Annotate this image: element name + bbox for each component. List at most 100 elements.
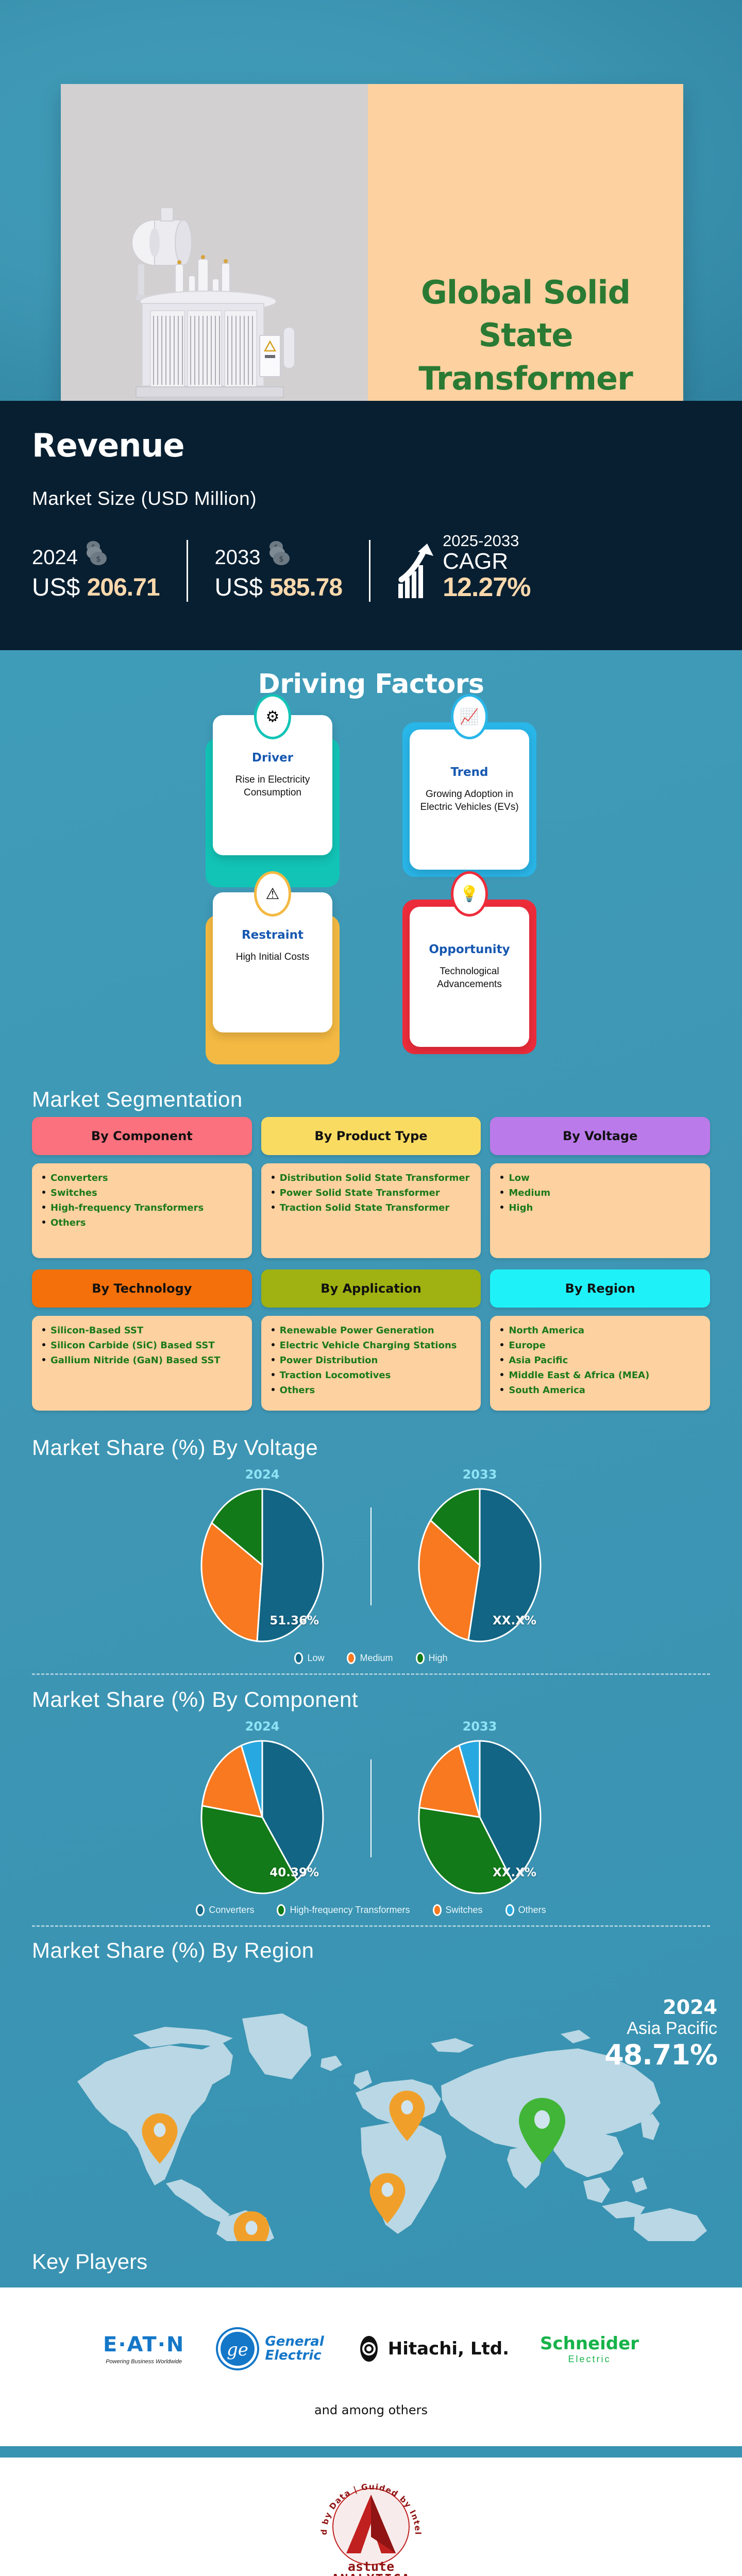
cagr-block: 2025-2033 CAGR 12.27% <box>397 532 531 602</box>
pie-chart <box>200 1488 324 1642</box>
forecast-value: US$ 585.78 <box>215 573 343 602</box>
segment-header-by-product-type[interactable]: By Product Type <box>261 1117 481 1155</box>
legend-swatch <box>505 1904 514 1916</box>
general-electric-logo: ge General Electric <box>215 2327 324 2371</box>
base-year-label: 2024 <box>32 546 78 569</box>
list-item: Others <box>271 1384 475 1397</box>
factor-card-opportunity[interactable]: 💡 Opportunity Technological Advancements <box>402 874 536 1054</box>
revenue-stats-row: 2024 $ $ US$ 206.71 <box>32 532 710 602</box>
pie-slice <box>418 1806 514 1894</box>
key-players-logos: E·AT·N Powering Business Worldwide ge Ge… <box>0 2310 742 2387</box>
legend-item: Switches <box>432 1904 483 1916</box>
revenue-heading: Revenue <box>32 427 185 464</box>
chart-component-section: Market Share (%) By Component 2024 40.39… <box>0 1678 742 1930</box>
africa-mea-pin <box>369 2173 406 2224</box>
pie-slice <box>418 1519 481 1641</box>
list-item: Gallium Nitride (GaN) Based SST <box>42 1354 246 1367</box>
segment-header-by-application[interactable]: By Application <box>261 1269 481 1308</box>
factor-title: Restraint <box>241 928 304 942</box>
segment-list-by-component: Converters Switches High-frequency Transfo… <box>32 1163 252 1258</box>
legend-swatch <box>415 1652 425 1664</box>
segment-list-by-voltage: Low Medium High <box>490 1163 710 1258</box>
map-pin-hole <box>154 2123 166 2137</box>
factor-desc: High Initial Costs <box>235 952 310 962</box>
cagr-label: CAGR <box>443 549 509 574</box>
main-body: Driving Factors ⚙ Driver Rise in Electri… <box>0 650 742 2287</box>
asia-pacific-pin <box>519 2098 565 2164</box>
pie-slice <box>210 1488 263 1567</box>
factor-card-trend[interactable]: 📈 Trend Growing Adoption in Electric Veh… <box>402 697 536 877</box>
segment-list-by-application: Renewable Power Generation Electric Vehic… <box>261 1316 481 1411</box>
legend-label: Low <box>307 1653 325 1663</box>
key-players-heading: Key Players <box>32 2249 148 2274</box>
region-heading: Market Share (%) By Region <box>32 1938 314 1962</box>
legend-label: High <box>428 1653 448 1663</box>
ge-monogram-icon: ge <box>216 2327 260 2370</box>
legend-swatch <box>196 1904 205 1916</box>
list-item: Silicon-Based SST <box>42 1324 246 1337</box>
driving-factors-grid: ⚙ Driver Rise in Electricity Consumption… <box>0 697 742 1087</box>
segment-header-by-voltage[interactable]: By Voltage <box>490 1117 710 1155</box>
gear-chart-icon: ⚙ <box>257 697 289 737</box>
list-item: Asia Pacific <box>500 1354 704 1367</box>
factor-card-restraint[interactable]: ⚠ Restraint High Initial Costs <box>206 874 340 1064</box>
segment-list-by-product-type: Distribution Solid State Transformer Powe… <box>261 1163 481 1258</box>
eaton-logo: E·AT·N Powering Business Worldwide <box>103 2333 184 2365</box>
segment-list-by-region: North America Europe Asia Pacific Middle Ea… <box>490 1316 710 1411</box>
lightbulb-hand-icon: 💡 <box>453 874 485 914</box>
chart-component-panels: 2024 40.39% 2033 XX.X% <box>0 1719 742 1897</box>
svg-text:astute: astute <box>348 2559 394 2574</box>
forecast-year-label: 2033 <box>214 546 261 569</box>
pie-highlight-label: XX.X% <box>493 1614 536 1628</box>
map-pin-hole <box>381 2182 394 2197</box>
segment-list-by-technology: Silicon-Based SST Silicon Carbide (SiC) B… <box>32 1316 252 1411</box>
factor-title: Driver <box>251 751 294 765</box>
map-pin-hole <box>401 2100 413 2114</box>
forecast-value-prefix: US$ <box>214 573 263 601</box>
region-section: Market Share (%) By Region 2024 Asia Pac… <box>0 1930 742 2249</box>
list-item: Converters <box>42 1172 246 1185</box>
transformer-illustration-icon <box>131 207 295 415</box>
key-players-band: E·AT·N Powering Business Worldwide ge Ge… <box>0 2287 742 2446</box>
blue-separator-bar <box>0 2446 742 2458</box>
legend-swatch <box>432 1904 442 1916</box>
chart-voltage-panels: 2024 51.36% 2033 XX.X% <box>0 1467 742 1645</box>
world-map <box>77 2013 707 2241</box>
segment-header-by-technology[interactable]: By Technology <box>32 1269 252 1308</box>
schneider-line-1: Schneider <box>540 2333 639 2354</box>
list-item: High-frequency Transformers <box>42 1201 246 1215</box>
base-value-prefix: US$ <box>32 573 80 601</box>
chart-voltage-title: Market Share (%) By Voltage <box>32 1435 318 1460</box>
coins-icon: $ $ <box>266 539 294 569</box>
chart-component-title: Market Share (%) By Component <box>32 1687 359 1711</box>
segmentation-row-2: By Technology By Application By Region <box>32 1269 710 1308</box>
list-item: Middle East & Africa (MEA) <box>500 1369 704 1382</box>
list-item: Traction Locomotives <box>271 1369 475 1382</box>
forecast-value-number: 585.78 <box>269 573 343 601</box>
pie-chart <box>418 1488 542 1642</box>
list-item: Distribution Solid State Transformer <box>271 1172 475 1185</box>
chart-panel-2033: 2033 XX.X% <box>372 1467 588 1645</box>
pie-highlight-label: XX.X% <box>493 1866 536 1879</box>
pie-slice <box>261 1740 324 1882</box>
ge-line-1: General <box>265 2333 324 2349</box>
section-divider <box>32 1925 710 1927</box>
chart-panel-2033: 2033 XX.X% <box>372 1719 588 1897</box>
driving-factors-row-2: ⚠ Restraint High Initial Costs 💡 Opportu… <box>0 874 742 1064</box>
segmentation-body-row-1: Converters Switches High-frequency Transfo… <box>32 1163 710 1258</box>
list-item: Silicon Carbide (SiC) Based SST <box>42 1339 246 1352</box>
chart-voltage-section: Market Share (%) By Voltage 2024 51.36% … <box>0 1426 742 1678</box>
map-pin-hole <box>534 2110 550 2129</box>
segment-header-by-component[interactable]: By Component <box>32 1117 252 1155</box>
north-america-pin <box>142 2113 178 2164</box>
europe-pin <box>389 2091 425 2141</box>
legend-item: High-frequency Transformers <box>277 1904 410 1916</box>
list-item: Switches <box>42 1187 246 1200</box>
schneider-electric-logo: Schneider Electric <box>540 2333 639 2365</box>
panel-year: 2024 <box>245 1467 280 1482</box>
pie-highlight-label: 51.36% <box>269 1614 319 1628</box>
factor-card-driver[interactable]: ⚙ Driver Rise in Electricity Consumption <box>206 697 340 887</box>
eaton-wordmark: E·AT·N <box>103 2333 185 2357</box>
legend-label: Others <box>518 1905 546 1915</box>
segment-header-by-region[interactable]: By Region <box>490 1269 710 1308</box>
